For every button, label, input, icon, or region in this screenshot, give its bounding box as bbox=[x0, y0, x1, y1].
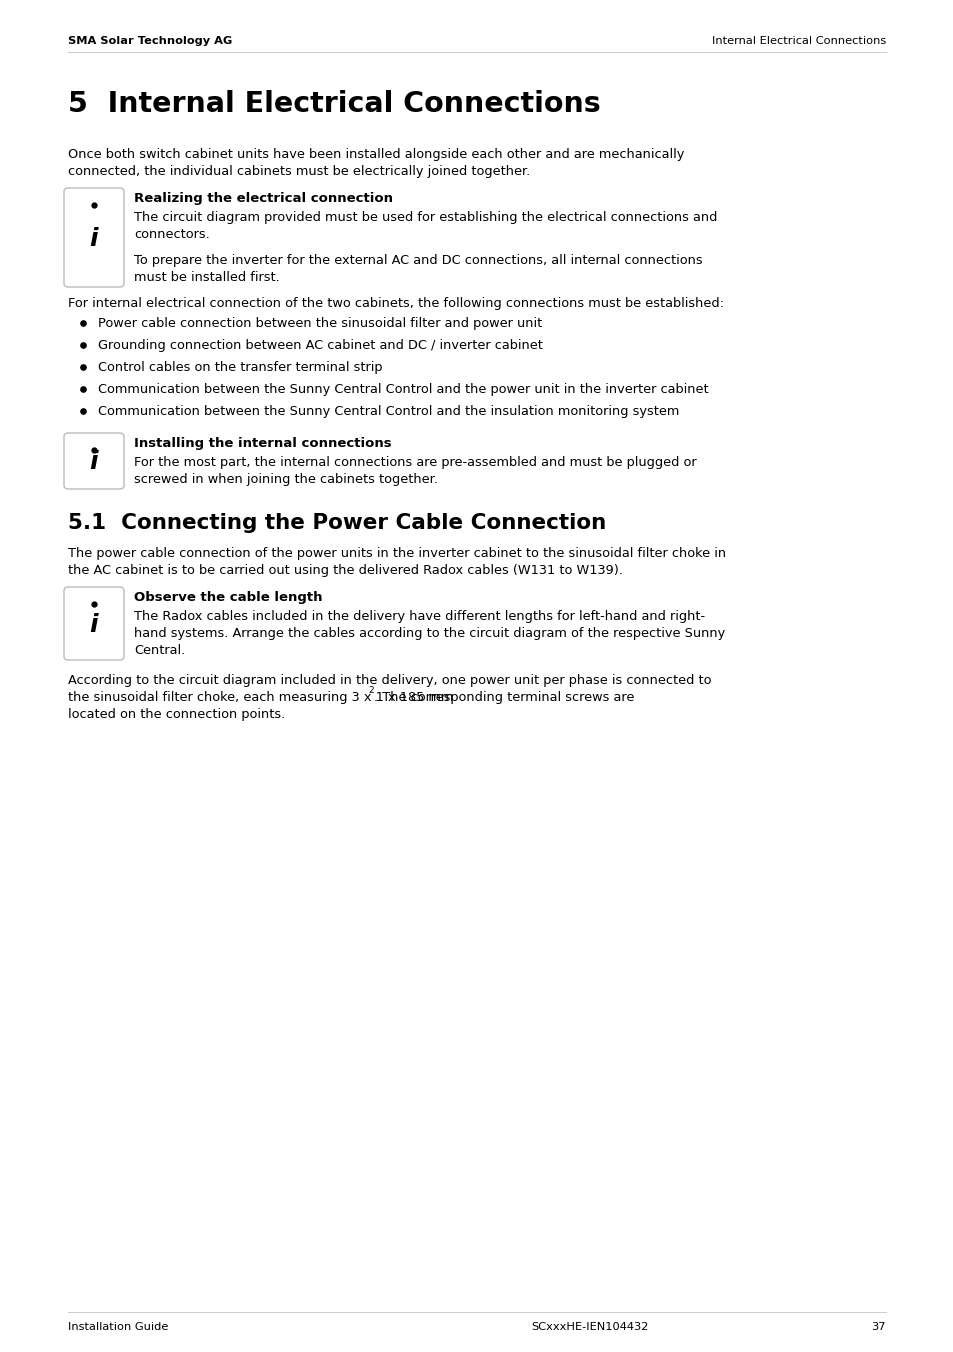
Text: According to the circuit diagram included in the delivery, one power unit per ph: According to the circuit diagram include… bbox=[68, 675, 711, 687]
Text: Realizing the electrical connection: Realizing the electrical connection bbox=[133, 192, 393, 206]
Text: must be installed first.: must be installed first. bbox=[133, 270, 279, 284]
Text: connectors.: connectors. bbox=[133, 228, 210, 241]
Text: Installation Guide: Installation Guide bbox=[68, 1322, 168, 1332]
Text: located on the connection points.: located on the connection points. bbox=[68, 708, 285, 721]
Text: The Radox cables included in the delivery have different lengths for left-hand a: The Radox cables included in the deliver… bbox=[133, 610, 704, 623]
Text: the sinusoidal filter choke, each measuring 3 x 1 x 185 mm: the sinusoidal filter choke, each measur… bbox=[68, 691, 453, 704]
Text: 5  Internal Electrical Connections: 5 Internal Electrical Connections bbox=[68, 91, 600, 118]
Text: For internal electrical connection of the two cabinets, the following connection: For internal electrical connection of th… bbox=[68, 297, 723, 310]
Text: SCxxxHE-IEN104432: SCxxxHE-IEN104432 bbox=[531, 1322, 648, 1332]
Text: . The corresponding terminal screws are: . The corresponding terminal screws are bbox=[374, 691, 634, 704]
Text: The power cable connection of the power units in the inverter cabinet to the sin: The power cable connection of the power … bbox=[68, 548, 725, 560]
Text: Grounding connection between AC cabinet and DC / inverter cabinet: Grounding connection between AC cabinet … bbox=[98, 339, 542, 352]
Text: 2: 2 bbox=[368, 685, 374, 695]
Text: connected, the individual cabinets must be electrically joined together.: connected, the individual cabinets must … bbox=[68, 165, 530, 178]
Text: screwed in when joining the cabinets together.: screwed in when joining the cabinets tog… bbox=[133, 473, 437, 485]
Text: Observe the cable length: Observe the cable length bbox=[133, 591, 322, 604]
FancyBboxPatch shape bbox=[64, 433, 124, 489]
FancyBboxPatch shape bbox=[64, 188, 124, 287]
Text: SMA Solar Technology AG: SMA Solar Technology AG bbox=[68, 37, 232, 46]
Text: 5.1  Connecting the Power Cable Connection: 5.1 Connecting the Power Cable Connectio… bbox=[68, 512, 605, 533]
Text: i: i bbox=[90, 612, 98, 637]
Text: Installing the internal connections: Installing the internal connections bbox=[133, 437, 392, 450]
Text: Internal Electrical Connections: Internal Electrical Connections bbox=[711, 37, 885, 46]
Text: Control cables on the transfer terminal strip: Control cables on the transfer terminal … bbox=[98, 361, 382, 375]
Text: For the most part, the internal connections are pre-assembled and must be plugge: For the most part, the internal connecti… bbox=[133, 456, 696, 469]
Text: Central.: Central. bbox=[133, 644, 185, 657]
Text: 37: 37 bbox=[871, 1322, 885, 1332]
Text: Once both switch cabinet units have been installed alongside each other and are : Once both switch cabinet units have been… bbox=[68, 147, 683, 161]
Text: Communication between the Sunny Central Control and the insulation monitoring sy: Communication between the Sunny Central … bbox=[98, 406, 679, 418]
Text: i: i bbox=[90, 227, 98, 251]
Text: hand systems. Arrange the cables according to the circuit diagram of the respect: hand systems. Arrange the cables accordi… bbox=[133, 627, 724, 639]
Text: To prepare the inverter for the external AC and DC connections, all internal con: To prepare the inverter for the external… bbox=[133, 254, 702, 266]
Text: Power cable connection between the sinusoidal filter and power unit: Power cable connection between the sinus… bbox=[98, 316, 541, 330]
Text: The circuit diagram provided must be used for establishing the electrical connec: The circuit diagram provided must be use… bbox=[133, 211, 717, 224]
Text: the AC cabinet is to be carried out using the delivered Radox cables (W131 to W1: the AC cabinet is to be carried out usin… bbox=[68, 564, 622, 577]
Text: Communication between the Sunny Central Control and the power unit in the invert: Communication between the Sunny Central … bbox=[98, 383, 708, 396]
Text: i: i bbox=[90, 450, 98, 475]
FancyBboxPatch shape bbox=[64, 587, 124, 660]
